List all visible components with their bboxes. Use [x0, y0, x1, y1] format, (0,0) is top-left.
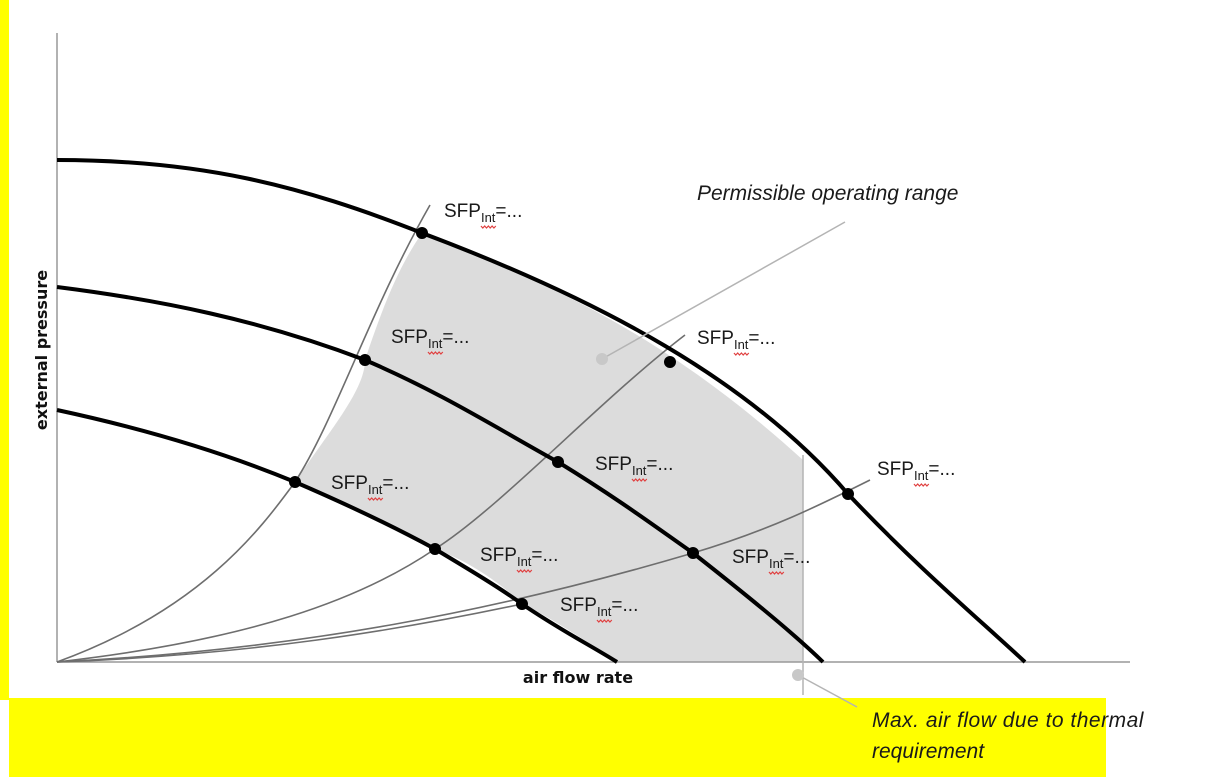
- fan-curve-middle: [56, 285, 825, 664]
- sfp-suffix: =...: [442, 327, 469, 348]
- max-flow-leader-dot: [792, 669, 804, 681]
- sfp-prefix: SFP: [480, 545, 517, 566]
- region-leader-line: [601, 221, 846, 360]
- operating-point: [842, 488, 854, 500]
- sfp-subscript: Int: [597, 604, 612, 619]
- bottom-yellow-band: [9, 698, 1106, 777]
- sfp-suffix: =...: [382, 473, 409, 494]
- sfp-prefix: SFP: [595, 454, 632, 475]
- region-label: Permissible operating range: [697, 182, 958, 205]
- spellcheck-underline: [913, 483, 930, 487]
- operating-point: [289, 476, 301, 488]
- sfp-subscript: Int: [368, 482, 383, 497]
- sfp-suffix: =...: [531, 545, 558, 566]
- left-yellow-bar: [0, 0, 9, 700]
- operating-point: [359, 354, 371, 366]
- sfp-prefix: SFP: [331, 473, 368, 494]
- sfp-subscript: Int: [914, 468, 929, 483]
- sfp-prefix: SFP: [444, 201, 481, 222]
- sfp-subscript: Int: [734, 337, 749, 352]
- region-leader-dot: [596, 353, 608, 365]
- operating-point: [429, 543, 441, 555]
- max-flow-leader-line: [797, 674, 858, 708]
- sfp-label: SFPInt=...: [444, 201, 522, 225]
- sfp-prefix: SFP: [560, 595, 597, 616]
- operating-point: [664, 356, 676, 368]
- y-axis-label: external pressure: [32, 270, 51, 430]
- sfp-subscript: Int: [428, 336, 443, 351]
- sfp-label: SFPInt=...: [877, 459, 955, 483]
- sfp-subscript: Int: [517, 554, 532, 569]
- sfp-label: SFPInt=...: [331, 473, 409, 497]
- operating-point: [687, 547, 699, 559]
- spellcheck-underline: [367, 497, 384, 501]
- sfp-prefix: SFP: [877, 459, 914, 480]
- operating-point: [516, 598, 528, 610]
- sfp-subscript: Int: [632, 463, 647, 478]
- operating-point: [552, 456, 564, 468]
- spellcheck-underline: [733, 352, 750, 356]
- sfp-suffix: =...: [646, 454, 673, 475]
- permissible-region: [295, 233, 803, 662]
- fan-curve-top: [56, 158, 1027, 664]
- operating-point: [416, 227, 428, 239]
- fan-curve-bottom: [56, 408, 619, 664]
- sfp-subscript: Int: [769, 556, 784, 571]
- sfp-suffix: =...: [928, 459, 955, 480]
- sfp-label: SFPInt=...: [595, 454, 673, 478]
- sfp-prefix: SFP: [391, 327, 428, 348]
- system-curve-4: [56, 603, 523, 663]
- max-flow-label-line1: Max. air flow due to thermal: [872, 709, 1145, 732]
- sfp-suffix: =...: [611, 595, 638, 616]
- spellcheck-underline: [596, 619, 613, 623]
- sfp-label: SFPInt=...: [697, 328, 775, 352]
- sfp-suffix: =...: [748, 328, 775, 349]
- spellcheck-underline: [516, 569, 533, 573]
- spellcheck-underline: [768, 571, 785, 575]
- sfp-suffix: =...: [495, 201, 522, 222]
- max-flow-label-line2: requirement: [872, 740, 985, 763]
- system-curve-3: [56, 479, 871, 663]
- sfp-labels: SFPInt=...SFPInt=... SFPInt=...SFPInt=...…: [331, 201, 955, 623]
- spellcheck-underline: [480, 225, 497, 229]
- spellcheck-underline: [631, 478, 648, 482]
- sfp-label: SFPInt=...: [560, 595, 638, 619]
- x-axis-label: air flow rate: [523, 668, 633, 687]
- spellcheck-underline: [427, 351, 444, 355]
- sfp-suffix: =...: [783, 547, 810, 568]
- sfp-label: SFPInt=...: [480, 545, 558, 569]
- sfp-subscript: Int: [481, 210, 496, 225]
- sfp-prefix: SFP: [732, 547, 769, 568]
- sfp-prefix: SFP: [697, 328, 734, 349]
- sfp-label: SFPInt=...: [732, 547, 810, 571]
- sfp-label: SFPInt=...: [391, 327, 469, 351]
